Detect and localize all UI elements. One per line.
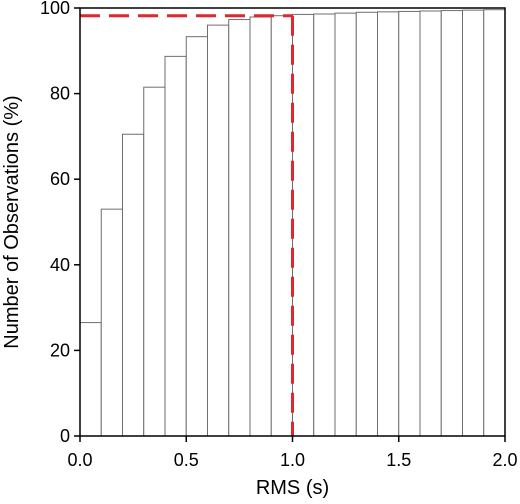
histogram-bar-13 (355, 11, 378, 437)
histogram-bar-8 (249, 16, 272, 437)
histogram-bar-9 (270, 15, 293, 437)
x-tick-label-0: 0.0 (67, 450, 92, 470)
y-tick-label-0: 0 (60, 426, 70, 446)
histogram-bar-14 (377, 11, 400, 437)
tick-labels: 0.0 0.5 1.0 1.5 2.0 0 20 40 60 80 100 (40, 0, 518, 470)
reference-lines (80, 14, 294, 436)
histogram-bar-15 (398, 10, 421, 437)
y-tick-label-5: 100 (40, 0, 70, 18)
y-tick-label-4: 80 (50, 84, 70, 104)
histogram-bars (79, 9, 506, 437)
histogram-bar-5 (185, 36, 208, 437)
histogram-bar-11 (313, 13, 336, 437)
histogram-bar-19 (483, 9, 506, 437)
histogram-bar-4 (164, 55, 187, 437)
histogram-bar-7 (228, 19, 251, 437)
histogram-bar-16 (419, 10, 442, 437)
x-axis-title: RMS (s) (256, 477, 329, 499)
x-tick-label-3: 1.5 (386, 450, 411, 470)
histogram-bar-3 (143, 86, 166, 437)
x-tick-label-4: 2.0 (492, 450, 517, 470)
histogram-bar-6 (207, 24, 230, 437)
histogram-bar-0 (79, 322, 102, 437)
tick-marks (74, 7, 506, 442)
y-tick-label-3: 60 (50, 169, 70, 189)
histogram-bar-12 (334, 12, 357, 437)
x-tick-label-1: 0.5 (174, 450, 199, 470)
y-tick-label-1: 20 (50, 340, 70, 360)
y-tick-label-2: 40 (50, 255, 70, 275)
histogram-bar-2 (122, 133, 145, 437)
histogram-bar-17 (440, 10, 463, 437)
y-axis-title: Number of Observations (%) (1, 95, 23, 348)
x-tick-label-2: 1.0 (280, 450, 305, 470)
histogram-bar-10 (292, 13, 315, 437)
histogram-bar-1 (100, 208, 123, 437)
histogram-bar-18 (462, 9, 485, 437)
